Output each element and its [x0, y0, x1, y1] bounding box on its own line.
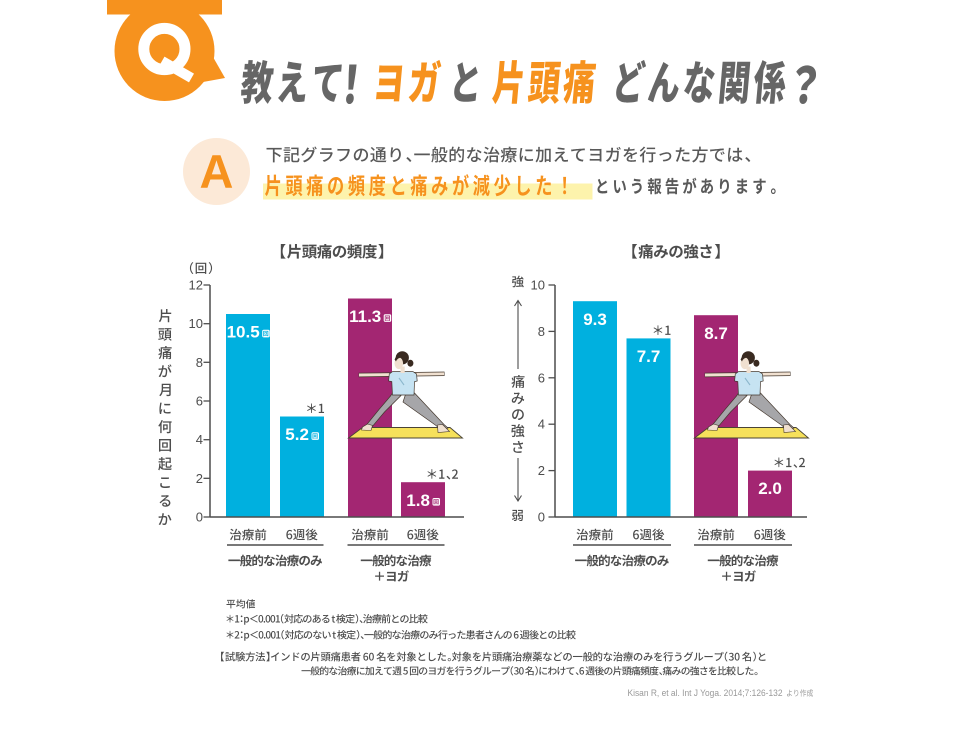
svg-text:5.2: 5.2	[285, 425, 309, 444]
svg-text:1.8: 1.8	[406, 491, 430, 510]
svg-text:7.7: 7.7	[637, 347, 661, 366]
svg-text:A: A	[200, 145, 234, 198]
svg-text:9.3: 9.3	[583, 310, 607, 329]
svg-text:0: 0	[196, 510, 203, 525]
svg-text:2.0: 2.0	[758, 479, 782, 498]
svg-text:10: 10	[189, 316, 203, 331]
svg-text:8: 8	[196, 355, 203, 370]
svg-text:11.3: 11.3	[349, 307, 381, 326]
svg-text:4: 4	[196, 432, 203, 447]
svg-text:2: 2	[538, 463, 545, 478]
svg-text:8: 8	[538, 324, 545, 339]
svg-text:0: 0	[538, 510, 545, 525]
svg-text:12: 12	[189, 278, 203, 293]
svg-text:Kisan R, et al. Int J Yoga. 20: Kisan R, et al. Int J Yoga. 2014;7:126-1…	[628, 688, 783, 699]
svg-text:2: 2	[196, 471, 203, 486]
svg-text:8.7: 8.7	[704, 324, 728, 343]
svg-text:6: 6	[538, 370, 545, 385]
svg-text:10: 10	[531, 278, 545, 293]
svg-text:6: 6	[196, 394, 203, 409]
svg-text:10.5: 10.5	[227, 323, 260, 342]
svg-text:4: 4	[538, 417, 545, 432]
